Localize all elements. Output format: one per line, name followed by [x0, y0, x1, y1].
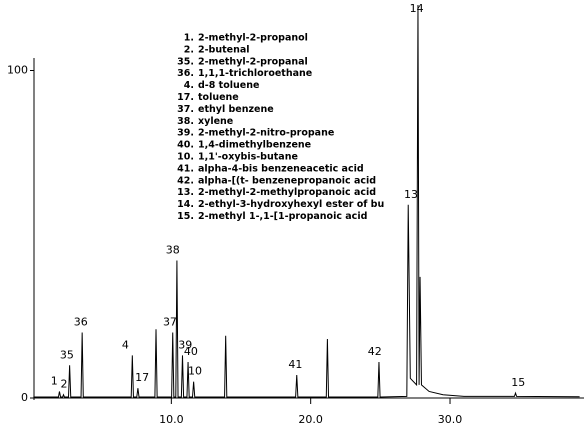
- legend-number: 10.: [177, 152, 194, 163]
- peak-label: 37: [163, 316, 177, 329]
- legend-number: 40.: [177, 140, 194, 151]
- legend-number: 15.: [177, 211, 194, 222]
- legend-number: 1.: [184, 33, 194, 44]
- legend-number: 37.: [177, 104, 194, 115]
- legend-number: 41.: [177, 163, 194, 174]
- legend-number: 39.: [177, 128, 194, 139]
- peak-label: 15: [511, 376, 525, 389]
- legend-number: 35.: [177, 56, 194, 67]
- trace: [33, 4, 580, 398]
- peak-label: 40: [184, 345, 198, 358]
- legend-name: 1,1,1-trichloroethane: [198, 68, 312, 79]
- legend-number: 4.: [184, 80, 194, 91]
- peak-label: 17: [135, 371, 149, 384]
- legend-number: 17.: [177, 92, 194, 103]
- legend-name: alpha-4-bis benzeneacetic acid: [198, 163, 364, 174]
- legend-name: 2-ethyl-3-hydroxyhexyl ester of bu: [198, 199, 384, 210]
- legend-name: 2-methyl-2-nitro-propane: [198, 128, 334, 139]
- peak-label: 4: [122, 338, 129, 351]
- x-tick-label: 20.0: [298, 413, 323, 426]
- peak-label: 35: [60, 348, 74, 361]
- legend-name: ethyl benzene: [198, 104, 274, 115]
- x-tick-label: 30.0: [438, 413, 463, 426]
- legend-name: alpha-[(t- benzenepropanoic acid: [198, 175, 376, 186]
- legend-number: 42.: [177, 175, 194, 186]
- peak-label: 14: [410, 2, 424, 15]
- legend-name: 1,4-dimethylbenzene: [198, 140, 311, 151]
- peak-label: 1: [51, 374, 58, 387]
- x-tick-label: 10.0: [159, 413, 184, 426]
- peak-label: 2: [61, 378, 68, 391]
- legend-number: 38.: [177, 116, 194, 127]
- legend-name: xylene: [198, 116, 233, 127]
- legend-name: 2-methyl 1-,1-[1-propanoic acid: [198, 211, 367, 222]
- peak-label: 39: [178, 338, 192, 351]
- legend: 1. 2-methyl-2-propanol 2. 2-butenal 35. 2-met…: [177, 33, 384, 223]
- peak-label: 36: [74, 316, 88, 329]
- legend-name: 2-methyl-2-propanol: [198, 33, 308, 44]
- y-tick-label: 100: [7, 64, 28, 77]
- legend-name: d-8 toluene: [198, 80, 259, 91]
- peak-label: 38: [166, 243, 180, 256]
- peak-label: 10: [188, 365, 202, 378]
- legend-number: 2.: [184, 44, 194, 55]
- legend-name: 1,1'-oxybis-butane: [198, 152, 298, 163]
- legend-name: 2-methyl-2-propanal: [198, 56, 308, 67]
- peak-label: 42: [368, 345, 382, 358]
- legend-number: 36.: [177, 68, 194, 79]
- legend-name: 2-methyl-2-methylpropanoic acid: [198, 187, 376, 198]
- peak-label: 41: [288, 358, 302, 371]
- legend-name: 2-butenal: [198, 44, 250, 55]
- legend-number: 13.: [177, 187, 194, 198]
- y-tick-label: 0: [21, 391, 28, 404]
- legend-number: 14.: [177, 199, 194, 210]
- legend-name: toluene: [198, 92, 239, 103]
- peak-label: 13: [404, 188, 418, 201]
